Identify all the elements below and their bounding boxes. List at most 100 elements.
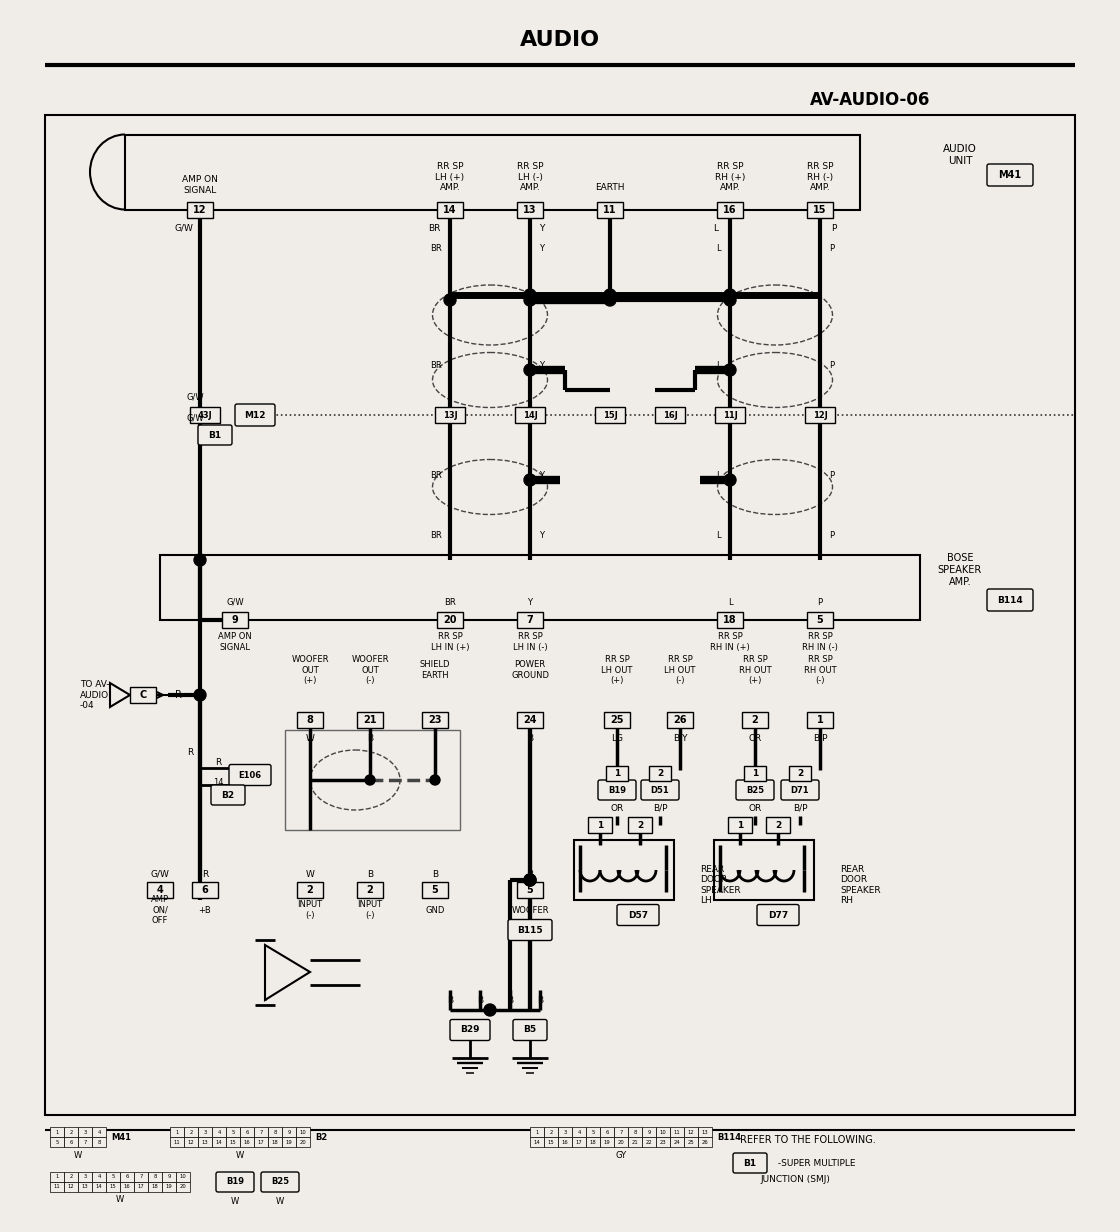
Text: OR: OR <box>610 803 624 812</box>
Text: 15: 15 <box>548 1140 554 1145</box>
Text: B: B <box>507 995 513 1004</box>
Text: B1: B1 <box>744 1158 757 1168</box>
Text: 19: 19 <box>286 1140 292 1145</box>
Bar <box>106 1181 120 1193</box>
Text: 17: 17 <box>138 1184 144 1190</box>
Bar <box>268 1127 282 1137</box>
Text: 13J: 13J <box>442 410 457 420</box>
Bar <box>64 1137 78 1147</box>
FancyBboxPatch shape <box>513 1020 547 1041</box>
Text: B25: B25 <box>271 1178 289 1186</box>
Text: 9: 9 <box>647 1130 651 1135</box>
Text: 13: 13 <box>82 1184 88 1190</box>
Bar <box>134 1172 148 1181</box>
Text: 25: 25 <box>610 715 624 724</box>
Circle shape <box>604 290 616 301</box>
Text: 4: 4 <box>97 1130 101 1135</box>
Text: 1: 1 <box>55 1174 58 1179</box>
Text: B: B <box>447 995 454 1004</box>
Text: 4: 4 <box>577 1130 580 1135</box>
Text: EARTH: EARTH <box>595 182 625 191</box>
Text: RR SP
LH IN (+): RR SP LH IN (+) <box>431 632 469 652</box>
Text: WOOFER
OUT
(-): WOOFER OUT (-) <box>352 655 389 685</box>
Text: 1: 1 <box>752 769 758 777</box>
Bar <box>573 840 674 901</box>
Circle shape <box>194 554 206 565</box>
Text: E106: E106 <box>239 770 262 780</box>
Bar <box>668 712 693 728</box>
Bar <box>78 1172 92 1181</box>
Text: 8: 8 <box>273 1130 277 1135</box>
Bar <box>808 712 833 728</box>
Text: P: P <box>818 598 822 606</box>
Text: 2: 2 <box>656 769 663 777</box>
Text: W: W <box>231 1198 240 1206</box>
Bar <box>162 1181 176 1193</box>
Bar <box>656 1137 670 1147</box>
Bar <box>715 407 745 423</box>
Bar <box>766 817 790 833</box>
Bar <box>544 1127 558 1137</box>
Text: RR SP
RH (+)
AMP.: RR SP RH (+) AMP. <box>715 163 745 192</box>
Text: B114: B114 <box>997 595 1023 605</box>
Text: G/W: G/W <box>186 414 204 423</box>
Text: 1: 1 <box>816 715 823 724</box>
Bar <box>422 882 448 898</box>
Text: 15J: 15J <box>603 410 617 420</box>
Text: B: B <box>526 733 533 743</box>
Text: SHIELD
EARTH: SHIELD EARTH <box>420 660 450 680</box>
Bar <box>614 1127 628 1137</box>
Text: L: L <box>713 223 719 233</box>
Bar <box>78 1127 92 1137</box>
Text: 12J: 12J <box>813 410 828 420</box>
FancyBboxPatch shape <box>987 164 1033 186</box>
Text: G/W: G/W <box>226 598 244 606</box>
Bar <box>78 1181 92 1193</box>
Text: +B: +B <box>198 906 212 914</box>
FancyBboxPatch shape <box>641 780 679 800</box>
Text: 19: 19 <box>604 1140 610 1145</box>
Text: 10: 10 <box>179 1174 186 1179</box>
Text: L: L <box>716 471 720 479</box>
Bar <box>130 687 156 703</box>
Bar <box>254 1137 268 1147</box>
Text: 2: 2 <box>189 1130 193 1135</box>
Text: RR SP
LH IN (-): RR SP LH IN (-) <box>513 632 548 652</box>
Text: BR: BR <box>445 598 456 606</box>
Text: RR SP
RH IN (+): RR SP RH IN (+) <box>710 632 750 652</box>
Circle shape <box>724 363 736 376</box>
Text: 18: 18 <box>724 615 737 625</box>
FancyBboxPatch shape <box>450 1020 491 1041</box>
Text: 17: 17 <box>258 1140 264 1145</box>
Text: W: W <box>306 733 315 743</box>
Text: 3: 3 <box>83 1174 86 1179</box>
Bar <box>808 612 833 628</box>
FancyBboxPatch shape <box>987 589 1033 611</box>
FancyBboxPatch shape <box>781 780 819 800</box>
Bar <box>517 882 543 898</box>
Text: P: P <box>830 244 834 253</box>
Text: B5: B5 <box>523 1025 536 1035</box>
Circle shape <box>724 290 736 301</box>
Text: W: W <box>236 1151 244 1159</box>
Bar <box>147 882 172 898</box>
Bar <box>162 1172 176 1181</box>
Text: GY: GY <box>615 1151 626 1159</box>
Text: 21: 21 <box>363 715 376 724</box>
Text: 2: 2 <box>775 821 781 829</box>
Bar <box>788 765 811 781</box>
Text: 7: 7 <box>260 1130 263 1135</box>
FancyBboxPatch shape <box>732 1153 767 1173</box>
Bar <box>600 1127 614 1137</box>
Bar <box>212 1127 226 1137</box>
Text: 16J: 16J <box>663 410 678 420</box>
Text: P: P <box>831 223 837 233</box>
Text: AMP
ON/
OFF: AMP ON/ OFF <box>151 896 169 925</box>
Text: AMP ON
SIGNAL: AMP ON SIGNAL <box>183 175 218 195</box>
Text: L: L <box>716 531 720 540</box>
Text: OR: OR <box>748 803 762 812</box>
Text: AV-AUDIO-06: AV-AUDIO-06 <box>810 91 931 108</box>
Circle shape <box>524 294 536 306</box>
Circle shape <box>524 290 536 301</box>
Text: 11: 11 <box>174 1140 180 1145</box>
